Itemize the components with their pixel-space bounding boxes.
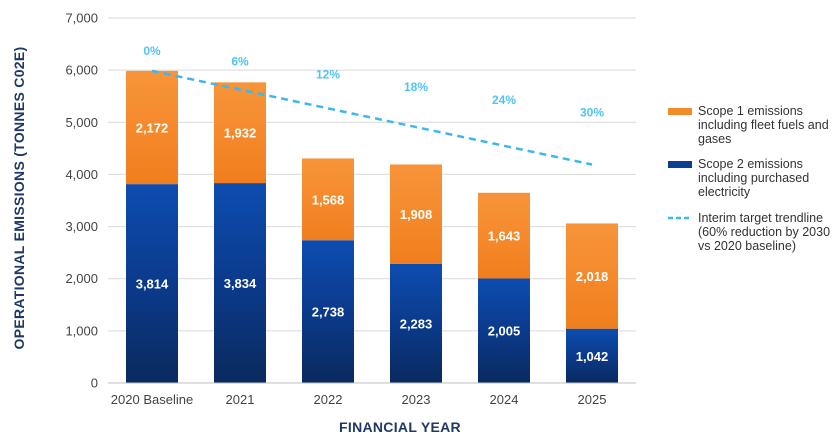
legend-scope2-text: including purchased	[698, 171, 809, 185]
x-tick-label: 2025	[578, 392, 607, 407]
y-axis-title: OPERATIONAL EMISSIONS (TONNES C02E)	[11, 47, 27, 350]
trendline-layer: 0% 6% 12% 18% 24% 30%	[143, 44, 604, 166]
data-label-scope1: 1,908	[400, 207, 433, 222]
reduction-label: 18%	[404, 80, 428, 94]
bar-scope2	[566, 328, 618, 383]
data-label-scope1: 2,018	[576, 269, 609, 284]
reduction-label: 0%	[143, 44, 161, 58]
data-label-scope2: 2,738	[312, 305, 345, 320]
legend-trendline-text: (60% reduction by 2030	[698, 225, 830, 239]
y-tick-label: 3,000	[65, 219, 98, 234]
data-label-scope1: 1,932	[224, 126, 257, 141]
x-tick-label: 2020 Baseline	[111, 392, 193, 407]
legend-trendline-text: vs 2020 baseline)	[698, 239, 796, 253]
bar-scope1	[302, 158, 354, 241]
data-label-scope2: 3,834	[224, 276, 257, 291]
data-label-scope1: 2,172	[136, 121, 169, 136]
x-tick-label: 2021	[226, 392, 255, 407]
bar-scope2	[478, 278, 530, 383]
legend-scope1-text: gases	[698, 132, 731, 146]
x-tick-label: 2022	[314, 392, 343, 407]
x-tick-label: 2023	[402, 392, 431, 407]
bars: 3,814 2,172 3,834 1,932 2,738 1,568 2,283 1,908…	[126, 70, 618, 383]
y-tick-label: 4,000	[65, 167, 98, 182]
bar-scope1	[214, 82, 266, 184]
legend-scope1-text: Scope 1 emissions	[698, 104, 803, 118]
data-label-scope2: 3,814	[136, 277, 169, 292]
bar-scope2	[214, 183, 266, 383]
y-tick-label: 2,000	[65, 271, 98, 286]
x-tick-label: 2024	[490, 392, 519, 407]
reduction-label: 24%	[492, 93, 516, 107]
legend-trendline-text: Interim target trendline	[698, 211, 823, 225]
reduction-label: 6%	[231, 55, 249, 69]
data-label-scope2: 2,283	[400, 316, 433, 331]
bar-scope2	[302, 240, 354, 383]
data-label-scope1: 1,568	[312, 192, 345, 207]
legend-scope2-text: Scope 2 emissions	[698, 157, 803, 171]
gridlines	[108, 17, 636, 332]
bar-scope1	[126, 70, 178, 185]
y-tick-label: 0	[91, 376, 98, 391]
data-label-scope2: 2,005	[488, 324, 521, 339]
bar-scope2	[390, 263, 442, 383]
axes: 0 1,000 2,000 3,000 4,000 5,000 6,000 7,000 2020…	[65, 11, 636, 407]
trendline	[151, 69, 593, 166]
y-tick-label: 7,000	[65, 11, 98, 26]
bar-scope2	[126, 184, 178, 383]
legend-scope1-swatch	[668, 108, 692, 115]
reduction-label: 30%	[580, 106, 604, 120]
reduction-label: 12%	[316, 67, 340, 81]
data-label-scope2: 1,042	[576, 349, 609, 364]
legend-scope2-text: electricity	[698, 185, 751, 199]
y-tick-label: 5,000	[65, 115, 98, 130]
y-tick-label: 6,000	[65, 63, 98, 78]
x-axis-title: FINANCIAL YEAR	[339, 419, 461, 435]
bar-scope1	[390, 164, 442, 264]
bar-scope1	[478, 192, 530, 279]
bar-scope1	[566, 223, 618, 329]
y-tick-label: 1,000	[65, 323, 98, 338]
legend-scope2-swatch	[668, 161, 692, 168]
legend-scope1-text: including fleet fuels and	[698, 118, 829, 132]
data-label-scope1: 1,643	[488, 229, 521, 244]
